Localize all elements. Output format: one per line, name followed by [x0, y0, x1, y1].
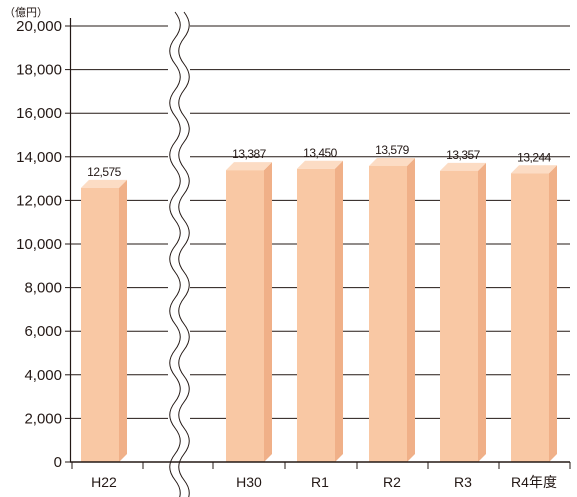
bars: 12,575 13,387 13,450 13,579 13,357 13,244	[81, 143, 557, 463]
y-tick-label: 0	[54, 454, 62, 471]
bar: 13,244	[511, 150, 557, 462]
data-label: 12,575	[87, 165, 122, 179]
y-tick-label: 18,000	[16, 62, 62, 79]
bar: 12,575	[81, 165, 127, 463]
y-axis-ticks: 0 2,000 4,000 6,000 8,000 10,000 12,000 14,000 1…	[16, 18, 70, 471]
data-label: 13,387	[232, 147, 267, 161]
bar-front	[511, 173, 549, 462]
bar: 13,450	[297, 146, 343, 463]
bar-front	[81, 187, 119, 463]
data-label: 13,357	[446, 148, 481, 162]
bar-top	[511, 165, 557, 174]
category-label: H22	[91, 474, 117, 490]
y-tick-label: 14,000	[16, 149, 62, 166]
data-label: 13,450	[303, 146, 338, 160]
bar-front	[369, 165, 407, 463]
bar-top	[297, 160, 343, 169]
y-tick-label: 12,000	[16, 192, 62, 209]
category-label: R2	[383, 474, 401, 490]
bar-top	[81, 179, 127, 188]
y-tick-label: 4,000	[24, 367, 62, 384]
y-tick-label: 20,000	[16, 18, 62, 35]
category-labels: H22 H30 R1 R2 R3 R4年度	[91, 474, 557, 490]
bar-side	[407, 157, 415, 463]
y-tick-label: 8,000	[24, 280, 62, 297]
bar-top	[226, 162, 272, 171]
axis-break-line	[169, 11, 181, 497]
y-tick-label: 6,000	[24, 323, 62, 340]
y-tick-label: 10,000	[16, 236, 62, 253]
y-tick-label: 2,000	[24, 410, 62, 427]
axis-break-line	[178, 11, 190, 497]
category-label: R4年度	[511, 474, 557, 490]
axis-break-gap	[168, 10, 190, 464]
data-label: 13,244	[517, 150, 552, 164]
bar-front	[226, 170, 264, 463]
bar-top	[369, 157, 415, 166]
bar-front	[440, 170, 478, 463]
y-axis-unit-label: （億円）	[4, 6, 48, 19]
category-label: R1	[311, 474, 329, 490]
category-label: R3	[454, 474, 472, 490]
bar: 13,387	[226, 147, 272, 463]
bar-side	[119, 179, 127, 463]
bar-top	[440, 162, 486, 171]
x-axis-ticks	[71, 462, 571, 469]
y-tick-label: 16,000	[16, 105, 62, 122]
bar-side	[335, 160, 343, 463]
axes	[69, 18, 570, 463]
bar-side	[264, 162, 272, 463]
axis-break	[168, 10, 190, 497]
bar: 13,579	[369, 143, 415, 463]
category-label: H30	[236, 474, 262, 490]
bar-side	[549, 165, 557, 462]
bar-side	[478, 162, 486, 463]
data-label: 13,579	[375, 143, 410, 157]
bar-front	[297, 168, 335, 463]
bar: 13,357	[440, 148, 486, 463]
